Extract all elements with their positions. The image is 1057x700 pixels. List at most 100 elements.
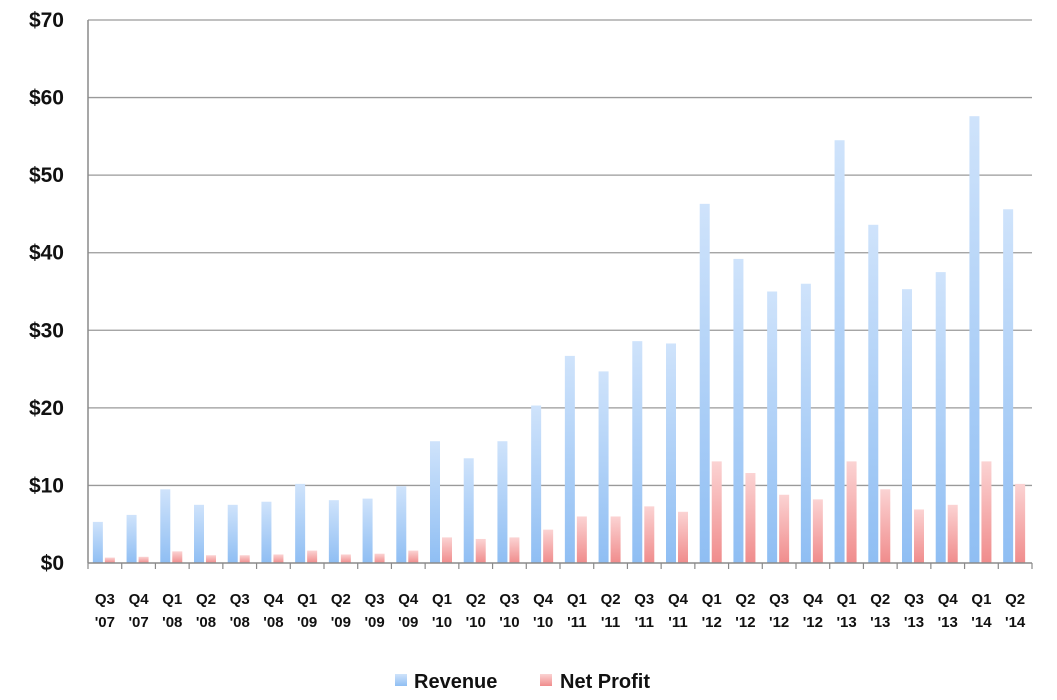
x-tick-label-year: '12 — [735, 614, 755, 631]
net-profit-bar — [408, 550, 419, 563]
bars — [92, 116, 1026, 563]
net-profit-bar — [374, 553, 385, 563]
x-tick-label-quarter: Q1 — [297, 591, 317, 608]
legend-label-revenue: Revenue — [414, 671, 497, 693]
x-tick-label-quarter: Q2 — [331, 591, 351, 608]
net-profit-bar — [981, 461, 992, 563]
x-tick-label-year: '08 — [162, 614, 182, 631]
revenue-bar — [564, 355, 575, 563]
x-tick-label-year: '13 — [870, 614, 890, 631]
x-tick-label-year: '12 — [702, 614, 722, 631]
net-profit-bar — [644, 506, 655, 563]
revenue-bar — [396, 486, 407, 563]
x-tick-label-year: '13 — [938, 614, 958, 631]
revenue-bar — [227, 504, 238, 563]
y-tick-label: $20 — [29, 397, 64, 420]
x-tick-label-year: '09 — [364, 614, 384, 631]
x-tick-label-quarter: Q3 — [499, 591, 519, 608]
x-tick-label-quarter: Q1 — [702, 591, 722, 608]
legend-label-net-profit: Net Profit — [560, 671, 650, 693]
revenue-bar — [430, 441, 440, 563]
net-profit-bar — [576, 516, 587, 563]
net-profit-bar — [1015, 483, 1026, 563]
x-tick-label-quarter: Q1 — [162, 591, 182, 608]
x-tick-label-quarter: Q1 — [971, 591, 991, 608]
revenue-bar — [969, 116, 980, 563]
x-tick-label-year: '11 — [567, 614, 586, 631]
net-profit-bar — [273, 554, 284, 563]
x-tick-label-year: '10 — [533, 614, 553, 631]
x-tick-label-year: '12 — [803, 614, 823, 631]
revenue-bar — [767, 291, 778, 563]
x-tick-label-year: '13 — [836, 614, 856, 631]
x-tick-label-year: '10 — [432, 614, 452, 631]
x-tick-label-year: '14 — [1005, 614, 1026, 631]
x-tick-label-year: '08 — [230, 614, 250, 631]
axes — [87, 20, 1033, 569]
x-tick-label-year: '11 — [635, 614, 654, 631]
revenue-bar — [531, 405, 542, 563]
revenue-bar — [699, 203, 710, 563]
revenue-bar — [126, 514, 137, 563]
revenue-bar — [261, 501, 272, 563]
x-tick-label-quarter: Q2 — [196, 591, 216, 608]
net-profit-bar — [846, 461, 857, 563]
legend-swatch-net-profit — [540, 674, 552, 686]
x-tick-label-quarter: Q1 — [567, 591, 587, 608]
x-tick-label-quarter: Q1 — [432, 591, 452, 608]
x-axis-ticks: Q3 '07 Q4 '07 Q1 '08 Q2 '08 Q3 '08 Q4 '08 Q1 '09 Q2 '09… — [95, 591, 1026, 631]
revenue-bar — [295, 483, 306, 563]
x-tick-label-quarter: Q4 — [533, 591, 554, 608]
revenue-bar — [935, 272, 946, 563]
x-tick-label-quarter: Q1 — [837, 591, 857, 608]
x-tick-label-quarter: Q2 — [870, 591, 890, 608]
revenue-bar — [362, 498, 373, 563]
x-tick-label-quarter: Q2 — [466, 591, 486, 608]
x-tick-label-quarter: Q3 — [904, 591, 924, 608]
net-profit-bar — [610, 516, 621, 563]
x-tick-label-quarter: Q3 — [230, 591, 250, 608]
net-profit-bar — [509, 537, 520, 563]
x-tick-label-quarter: Q3 — [634, 591, 654, 608]
x-tick-label-quarter: Q2 — [1005, 591, 1025, 608]
net-profit-bar — [442, 537, 452, 563]
revenue-bar — [497, 441, 508, 563]
x-tick-label-year: '12 — [769, 614, 789, 631]
x-tick-label-year: '07 — [128, 614, 148, 631]
x-tick-label-quarter: Q3 — [769, 591, 789, 608]
x-tick-label-year: '11 — [601, 614, 620, 631]
revenue-bar — [1003, 209, 1014, 563]
y-tick-label: $50 — [29, 164, 64, 187]
y-tick-label: $60 — [29, 87, 64, 110]
x-tick-label-year: '07 — [95, 614, 115, 631]
y-tick-label: $0 — [41, 552, 64, 575]
y-tick-label: $40 — [29, 242, 64, 265]
revenue-bar — [868, 224, 879, 563]
x-tick-label-year: '14 — [971, 614, 992, 631]
y-axis-ticks: $0 $10 $20 $30 $40 $50 $60 $70 — [29, 9, 64, 575]
revenue-bar — [194, 504, 204, 563]
legend-swatch-revenue — [395, 674, 407, 686]
y-tick-label: $30 — [29, 319, 64, 342]
net-profit-bar — [340, 554, 351, 563]
x-tick-label-year: '11 — [668, 614, 687, 631]
revenue-bar — [902, 289, 912, 563]
legend: Revenue Net Profit — [395, 671, 650, 693]
net-profit-bar — [307, 550, 318, 563]
net-profit-bar — [678, 511, 688, 563]
x-tick-label-quarter: Q2 — [601, 591, 621, 608]
x-tick-label-year: '08 — [196, 614, 216, 631]
x-tick-label-year: '10 — [499, 614, 519, 631]
net-profit-bar — [138, 556, 149, 563]
x-tick-label-quarter: Q4 — [938, 591, 959, 608]
x-tick-label-year: '09 — [297, 614, 317, 631]
x-tick-label-quarter: Q4 — [129, 591, 150, 608]
net-profit-bar — [543, 529, 554, 563]
revenue-bar — [666, 343, 676, 563]
net-profit-bar — [172, 551, 183, 563]
x-tick-label-quarter: Q2 — [735, 591, 755, 608]
revenue-bar — [733, 258, 744, 563]
x-tick-label-year: '09 — [398, 614, 418, 631]
